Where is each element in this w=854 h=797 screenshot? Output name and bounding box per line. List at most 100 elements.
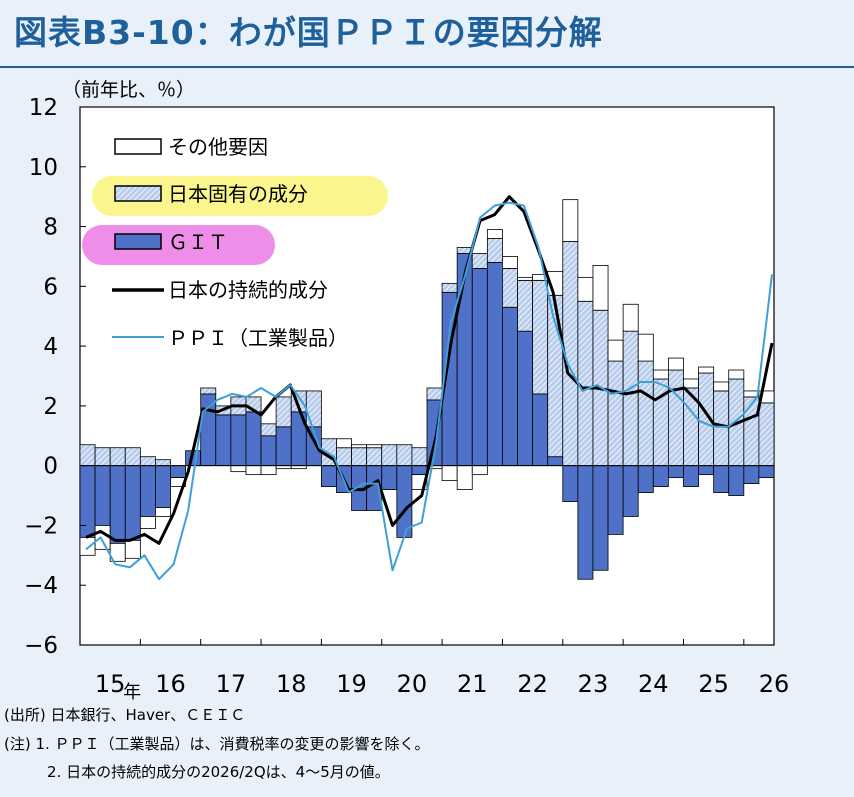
x-tick-label: 16 [155,670,186,698]
bar-git [275,426,292,467]
unit-label: （前年比、％） [62,79,195,101]
legend-label-persistent: 日本の持続的成分 [168,278,328,302]
bar-git [230,414,247,467]
legend-label-git: ＧＩＴ [168,230,228,254]
title-divider [0,66,854,68]
bar-other [713,381,730,392]
y-tick-label: 2 [43,394,58,420]
bar-git [200,393,217,467]
bar-japan [426,387,443,401]
bar-git [517,330,534,467]
bar-git [456,253,473,467]
bar-japan [532,279,549,395]
y-tick-label: 4 [43,334,58,360]
bar-git [547,456,564,467]
bar-other [336,438,352,449]
bar-other [562,199,579,242]
bar-git [667,465,684,479]
legend-label-japan: 日本固有の成分 [168,182,308,206]
bar-git [79,465,96,538]
bar-japan [139,456,156,467]
bar-other [517,276,534,281]
bar-japan [351,447,368,467]
x-tick-label: 26 [759,670,790,698]
bar-git [532,393,549,467]
bar-japan [471,253,488,269]
bar-git [683,465,699,487]
bar-other [366,444,383,449]
legend-swatch-other [114,138,162,155]
bar-other [728,369,745,380]
y-tick-label: 6 [43,274,58,300]
legend-swatch-japan [114,185,162,202]
bar-other [592,265,609,311]
bar-git [245,411,262,467]
bar-git [215,414,232,467]
y-tick-label: −2 [24,513,58,539]
y-tick-label: 12 [29,95,58,121]
bar-git [471,267,488,467]
bar-git [758,465,775,479]
bar-other [230,465,247,473]
y-tick-label: −4 [24,573,58,599]
bar-japan [517,279,534,332]
x-year-suffix: 年 [123,682,141,703]
bar-other [502,256,518,269]
x-tick-label: 19 [336,670,367,698]
bar-git [743,465,760,485]
bar-git [381,465,398,490]
bar-japan [124,447,141,467]
bar-other [124,539,141,559]
bar-japan [396,444,413,467]
bar-git [562,465,579,502]
bar-other [456,465,473,490]
x-tick-label: 24 [638,670,669,698]
bar-other [683,378,699,389]
bar-other [607,339,624,362]
bar-git [486,262,503,467]
bar-japan [502,267,518,308]
y-tick-label: −6 [24,633,58,659]
bar-git [637,465,654,493]
note-2: 2. 日本の持続的成分の2026/2Qは、4～5月の値。 [47,763,390,781]
bar-git [607,465,624,535]
bar-other [351,444,368,449]
legend-label-other: その他要因 [168,135,268,159]
bar-git [155,465,171,508]
bar-japan [200,387,217,395]
bar-japan [607,360,624,467]
bar-other [652,369,669,380]
bar-git [139,465,156,517]
bar-japan [486,238,503,263]
legend-highlight-yellow [92,176,388,216]
bar-git [592,465,609,571]
chart-title: 図表B3-10：わが国ＰＰＩの要因分解 [14,13,603,52]
bar-git [124,465,141,541]
bar-japan [637,360,654,467]
bar-other [667,357,684,371]
bar-other [637,333,654,362]
bar-japan [260,423,277,437]
bar-japan [411,447,428,467]
bar-other [260,465,277,476]
bar-git [170,465,187,479]
x-tick-label: 18 [276,670,307,698]
bar-other [139,516,156,529]
bar-japan [305,390,322,428]
x-tick-label: 17 [216,670,247,698]
y-tick-label: 8 [43,215,58,241]
bar-git [698,465,715,476]
bar-git [502,306,518,467]
bar-japan [441,282,458,293]
y-tick-label: 10 [29,155,58,181]
y-tick-label: 0 [43,454,58,480]
x-tick-label: 23 [578,670,609,698]
line-persistent-component [85,195,774,545]
bar-other [155,507,171,517]
bar-japan [79,444,96,467]
note-1: (注) 1. ＰＰＩ（工業製品）は、消費税率の変更の影響を除く。 [4,735,430,753]
bar-japan [758,402,775,467]
source-note: (出所) 日本銀行、Haver、ＣＥＩＣ [4,706,246,724]
bar-other [622,303,639,332]
